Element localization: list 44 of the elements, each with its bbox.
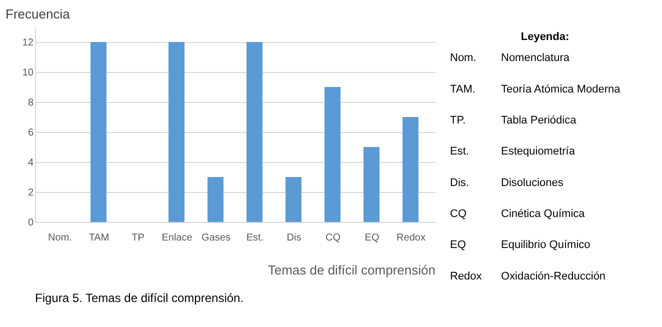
y-tick-label: 12: [22, 38, 34, 48]
bar: [286, 177, 302, 222]
text: Dis.: [450, 176, 469, 189]
x-tick-label: Redox: [396, 232, 426, 244]
x-tick-label: CQ: [326, 232, 341, 244]
y-tick-label: 6: [28, 128, 34, 138]
text: Redox: [450, 270, 482, 282]
x-tick-label: Enlace: [162, 232, 193, 244]
x-tick-label: Dis: [286, 232, 302, 244]
y-axis-title: Frecuencia: [6, 6, 71, 22]
text: CQ: [450, 208, 467, 220]
text: TP.: [450, 114, 466, 127]
bar: [168, 42, 184, 222]
y-tick-label: 8: [28, 98, 34, 108]
bar: [364, 147, 380, 222]
x-tick-label: Gases: [202, 232, 230, 244]
x-axis-title: Temas de difícil comprensión: [268, 262, 436, 278]
text: Figura 5. Temas de difícil comprensión.: [35, 291, 244, 305]
y-tick-label: 2: [28, 188, 34, 198]
bar: [246, 42, 262, 222]
text: Est.: [450, 146, 469, 158]
bar: [324, 87, 340, 222]
bar: [402, 117, 418, 222]
text: Teoría Atómica Moderna: [501, 83, 622, 96]
y-tick-label: 0: [28, 218, 34, 228]
x-tick-label: Nom.: [48, 232, 72, 244]
text: Equilibrio Químico: [501, 239, 590, 252]
text: Nom.: [450, 52, 476, 64]
bar: [208, 177, 224, 222]
text: Tabla Periódica: [501, 114, 578, 127]
x-tick-label: EQ: [364, 232, 380, 244]
text: Disoluciones: [501, 176, 564, 189]
x-tick-label: Est.: [246, 232, 264, 244]
text: Estequiometría: [501, 146, 576, 158]
x-tick-label: TAM: [88, 232, 110, 244]
text: Nomenclatura: [501, 52, 570, 64]
text: Cinética Química: [501, 208, 586, 220]
text: TAM.: [450, 83, 476, 96]
text: Oxidación-Reducción: [501, 270, 606, 282]
text: Leyenda:: [520, 31, 570, 43]
x-tick-label: TP: [132, 232, 145, 244]
y-tick-label: 4: [28, 158, 34, 168]
y-tick-label: 10: [22, 68, 34, 78]
bar: [90, 42, 106, 222]
